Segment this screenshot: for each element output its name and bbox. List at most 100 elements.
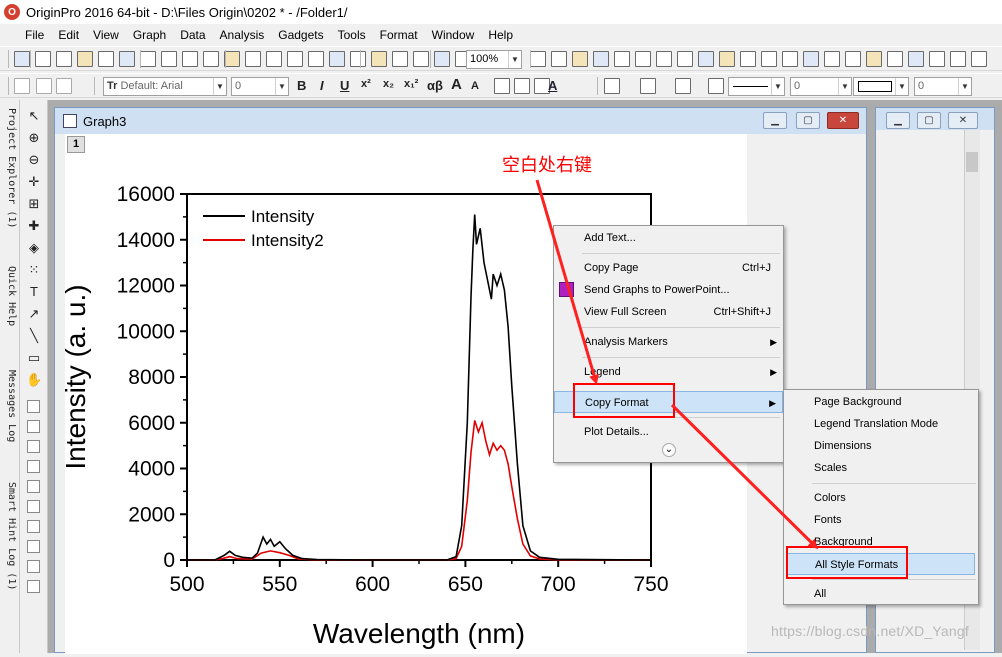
text-icon[interactable]: T — [30, 284, 38, 299]
toolbar-button-34-icon[interactable] — [782, 51, 798, 67]
scale-icon[interactable]: ⊞ — [28, 196, 40, 211]
context-menu-item-add-text[interactable]: Add Text... — [554, 227, 783, 249]
submenu-item-page-background[interactable]: Page Background — [814, 396, 902, 408]
layer-indicator[interactable]: 1 — [67, 136, 85, 153]
toolbar-button-8-icon[interactable] — [182, 51, 198, 67]
toolbar-button-26-icon[interactable] — [614, 51, 630, 67]
menu-edit[interactable]: Edit — [58, 28, 80, 42]
submenu-item-dimensions[interactable]: Dimensions — [814, 440, 872, 452]
symbol-icon[interactable] — [708, 78, 724, 94]
scrollbar-thumb[interactable] — [966, 152, 978, 172]
toolbar-button-41-icon[interactable] — [929, 51, 945, 67]
menu-file[interactable]: File — [25, 28, 45, 42]
supersub-button[interactable]: x₁² — [404, 78, 419, 90]
line-style-combo[interactable]: ▼ — [728, 77, 785, 96]
decrease-font-button[interactable]: A — [471, 80, 479, 92]
menu-analysis[interactable]: Analysis — [219, 28, 265, 42]
tool-extra-0-icon[interactable] — [27, 400, 40, 413]
menu-help[interactable]: Help — [488, 28, 514, 42]
menu-data[interactable]: Data — [180, 28, 206, 42]
toolbar-button-1-icon[interactable] — [35, 51, 51, 67]
line-chart[interactable]: 500 550 600 650 700 750 0 2000 4000 6000 8000 10000… — [60, 134, 747, 654]
context-menu-item-copy-page[interactable]: Copy Page Ctrl+J — [554, 257, 783, 279]
toolbar-button-31-icon[interactable] — [719, 51, 735, 67]
secondary-window-titlebar[interactable]: ▁ ▢ ✕ — [876, 108, 994, 130]
line-color-icon[interactable] — [675, 78, 691, 94]
pointer-icon[interactable]: ↖ — [28, 108, 40, 123]
toolbar-button-10-icon[interactable] — [224, 51, 240, 67]
toolbar-button-27-icon[interactable] — [635, 51, 651, 67]
menu-gadgets[interactable]: Gadgets — [278, 28, 324, 42]
tool-extra-3-icon[interactable] — [27, 460, 40, 473]
toolbar-button-16-icon[interactable] — [350, 51, 366, 67]
arrow-icon[interactable]: ↗ — [28, 306, 40, 321]
pattern-icon[interactable] — [640, 78, 656, 94]
graph-window-titlebar[interactable]: Graph3 ▁ ▢ ✕ — [55, 108, 866, 134]
subscript-button[interactable]: x₂ — [383, 78, 395, 90]
submenu-item-scales[interactable]: Scales — [814, 462, 848, 474]
toolbar-button-3-icon[interactable] — [77, 51, 93, 67]
toolbar-button-28-icon[interactable] — [656, 51, 672, 67]
fill-value-combo[interactable]: 0 ▼ — [914, 77, 972, 96]
zoom-out-icon[interactable]: ⊖ — [28, 152, 40, 167]
font-color-icon[interactable]: A — [548, 78, 558, 93]
toolbar-button-4-icon[interactable] — [98, 51, 114, 67]
underline-button[interactable]: U — [340, 78, 350, 93]
expand-menu-icon[interactable]: ⌄ — [662, 443, 676, 457]
secondary-close-button[interactable]: ✕ — [948, 112, 978, 129]
toolbar-button-38-icon[interactable] — [866, 51, 882, 67]
context-menu-item-analysis-markers[interactable]: Analysis Markers ▶ — [554, 331, 783, 353]
toolbar-button-18-icon[interactable] — [392, 51, 408, 67]
hand-icon[interactable]: ✋ — [26, 372, 43, 387]
toolbar-button-29-icon[interactable] — [677, 51, 693, 67]
toolbar-button-2-icon[interactable] — [56, 51, 72, 67]
submenu-item-all[interactable]: All — [814, 588, 827, 600]
tool-extra-5-icon[interactable] — [27, 500, 40, 513]
toolbar-button-23-icon[interactable] — [551, 51, 567, 67]
dock-tab-1[interactable]: Quick Help — [6, 266, 17, 327]
align-left-icon[interactable] — [494, 78, 510, 94]
increase-font-button[interactable]: A — [451, 76, 462, 93]
toolbar-button-14-icon[interactable] — [308, 51, 324, 67]
menu-format[interactable]: Format — [379, 28, 418, 42]
tool-extra-9-icon[interactable] — [27, 580, 40, 593]
maximize-button[interactable]: ▢ — [796, 112, 820, 129]
toolbar-button-25-icon[interactable] — [593, 51, 609, 67]
font-name-combo[interactable]: Tr Default: Arial ▼ — [103, 77, 227, 96]
submenu-item-fonts[interactable]: Fonts — [814, 514, 842, 526]
tool-extra-6-icon[interactable] — [27, 520, 40, 533]
tool-extra-4-icon[interactable] — [27, 480, 40, 493]
submenu-item-colors[interactable]: Colors — [814, 492, 846, 504]
align-right-icon[interactable] — [534, 78, 550, 94]
toolbar-button-0-icon[interactable] — [14, 51, 30, 67]
toolbar-button-11-icon[interactable] — [245, 51, 261, 67]
toolbar-button-12-icon[interactable] — [266, 51, 282, 67]
minimize-button[interactable]: ▁ — [763, 112, 787, 129]
menu-view[interactable]: View — [93, 28, 119, 42]
zoom-in-icon[interactable]: ⊕ — [28, 130, 40, 145]
line-width-combo[interactable]: 0 ▼ — [790, 77, 852, 96]
tool-extra-1-icon[interactable] — [27, 420, 40, 433]
superscript-button[interactable]: x² — [361, 78, 371, 90]
mask-icon[interactable]: ⁙ — [28, 262, 40, 277]
crosshair-icon[interactable]: ✛ — [28, 174, 40, 189]
dock-tab-0[interactable]: Project Explorer (1) — [6, 108, 17, 229]
submenu-item-all-style-formats[interactable]: All Style Formats — [787, 553, 975, 575]
toolbar-button-24-icon[interactable] — [572, 51, 588, 67]
bold-button[interactable]: B — [297, 78, 307, 93]
data-reader-icon[interactable]: ◈ — [29, 240, 39, 255]
toolbar-button-35-icon[interactable] — [803, 51, 819, 67]
menu-tools[interactable]: Tools — [337, 28, 366, 42]
submenu-item-legend-translation-mode[interactable]: Legend Translation Mode — [814, 418, 939, 430]
secondary-minimize-button[interactable]: ▁ — [886, 112, 910, 129]
toolbar-button-33-icon[interactable] — [761, 51, 777, 67]
toolbar-button-39-icon[interactable] — [887, 51, 903, 67]
paste-icon[interactable] — [56, 78, 72, 94]
menu-window[interactable]: Window — [431, 28, 475, 42]
align-center-icon[interactable] — [514, 78, 530, 94]
toolbar-button-30-icon[interactable] — [698, 51, 714, 67]
tool-extra-8-icon[interactable] — [27, 560, 40, 573]
origin-app-icon[interactable]: O — [4, 4, 20, 20]
dock-tab-3[interactable]: Smart Hint Log (1) — [6, 482, 17, 591]
menu-graph[interactable]: Graph — [132, 28, 167, 42]
